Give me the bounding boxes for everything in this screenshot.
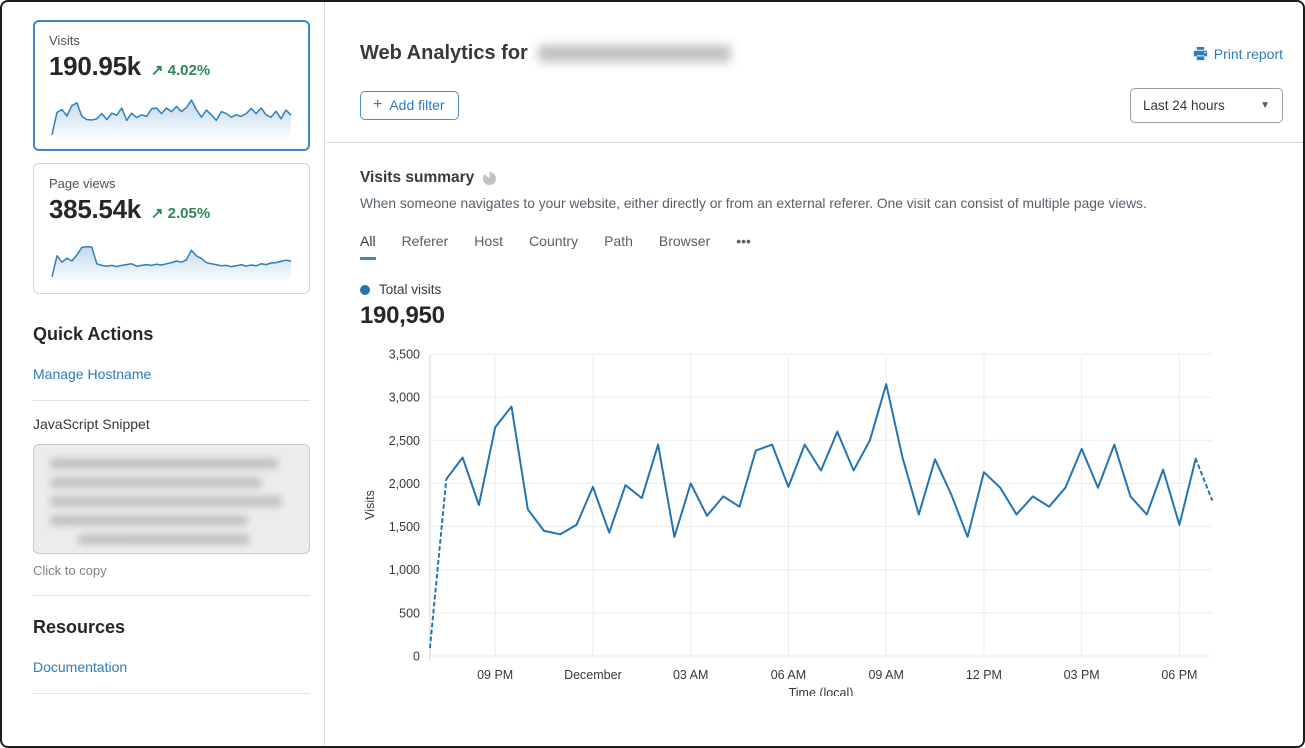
tab-path[interactable]: Path: [604, 233, 633, 249]
tab-overflow-icon[interactable]: •••: [736, 233, 751, 249]
metric-label: Page views: [49, 176, 116, 191]
redacted-code-line: [50, 516, 248, 525]
svg-text:2,500: 2,500: [389, 434, 420, 448]
visits-line-chart: 0 500 1,000 1,500 2,000 2,500 3,000 3,500 09 PM D…: [360, 344, 1283, 701]
svg-text:3,500: 3,500: [389, 348, 420, 362]
metric-value: 190.95k: [49, 51, 141, 81]
svg-text:0: 0: [413, 650, 420, 664]
svg-text:December: December: [564, 668, 622, 682]
redacted-code-line: [50, 478, 262, 487]
dimension-tabs: All Referer Host Country Path Browser •••: [360, 233, 1283, 260]
svg-text:12 PM: 12 PM: [966, 668, 1002, 682]
time-range-select[interactable]: Last 24 hours ▼: [1130, 88, 1283, 123]
page-views-sparkline-chart: [51, 245, 292, 281]
visits-sparkline-chart: [51, 99, 292, 138]
javascript-snippet-label: JavaScript Snippet: [33, 416, 150, 432]
divider: [326, 142, 1303, 143]
metric-label: Visits: [49, 33, 80, 48]
svg-text:500: 500: [399, 606, 420, 620]
redacted-code-line: [50, 459, 278, 468]
redacted-code-line: [78, 535, 250, 544]
resources-heading: Resources: [33, 617, 126, 637]
manage-hostname-link[interactable]: Manage Hostname: [33, 366, 152, 382]
svg-text:09 AM: 09 AM: [868, 668, 903, 682]
svg-text:1,000: 1,000: [389, 563, 420, 577]
svg-text:Visits: Visits: [363, 490, 377, 520]
svg-text:1,500: 1,500: [389, 520, 420, 534]
divider: [33, 400, 310, 401]
metric-value: 385.54k: [49, 194, 141, 224]
legend-label: Total visits: [379, 282, 442, 297]
legend-dot-icon: [360, 284, 370, 295]
print-report-button[interactable]: Print report: [1193, 46, 1283, 62]
printer-icon: [1193, 46, 1207, 61]
tab-country[interactable]: Country: [529, 233, 579, 249]
svg-text:06 AM: 06 AM: [771, 668, 806, 682]
tab-browser[interactable]: Browser: [658, 233, 711, 249]
divider: [33, 595, 310, 596]
plus-icon: +: [373, 96, 383, 113]
click-to-copy-hint: Click to copy: [33, 563, 107, 578]
documentation-link[interactable]: Documentation: [33, 659, 128, 675]
tab-all[interactable]: All: [360, 233, 376, 260]
trend-up-icon: ↗: [150, 205, 164, 222]
redacted-domain: [537, 45, 731, 62]
chevron-down-icon: ▼: [1260, 100, 1270, 111]
divider: [33, 693, 310, 694]
quick-actions-heading: Quick Actions: [33, 324, 154, 344]
svg-text:2,000: 2,000: [389, 477, 420, 491]
redacted-code-line: [50, 497, 282, 506]
tab-host[interactable]: Host: [474, 233, 504, 249]
total-visits-value: 190,950: [360, 302, 445, 329]
add-filter-button[interactable]: + Add filter: [360, 91, 459, 120]
sidebar: Visits 190.95k ↗ 4.02% Page views 385.54…: [2, 2, 325, 746]
trend-up-icon: ↗: [150, 62, 164, 79]
svg-text:Time (local): Time (local): [789, 686, 854, 696]
metric-card-visits[interactable]: Visits 190.95k ↗ 4.02%: [33, 20, 310, 151]
metric-delta: ↗ 2.05%: [150, 205, 211, 222]
svg-text:09 PM: 09 PM: [477, 668, 513, 682]
visits-summary-title: Visits summary: [360, 169, 475, 186]
svg-text:3,000: 3,000: [389, 391, 420, 405]
metric-card-page-views[interactable]: Page views 385.54k ↗ 2.05%: [33, 163, 310, 294]
svg-text:03 PM: 03 PM: [1064, 668, 1100, 682]
page-title: Web Analytics for: [360, 42, 731, 65]
visits-summary-description: When someone navigates to your website, …: [360, 196, 1147, 211]
javascript-snippet-code-box[interactable]: [33, 444, 310, 554]
svg-text:06 PM: 06 PM: [1161, 668, 1197, 682]
main-panel: Web Analytics for Print report + Add fil…: [326, 2, 1303, 746]
svg-text:03 AM: 03 AM: [673, 668, 708, 682]
metric-delta: ↗ 4.02%: [150, 62, 211, 79]
tab-referer[interactable]: Referer: [401, 233, 449, 249]
pie-chart-icon: [483, 171, 497, 185]
